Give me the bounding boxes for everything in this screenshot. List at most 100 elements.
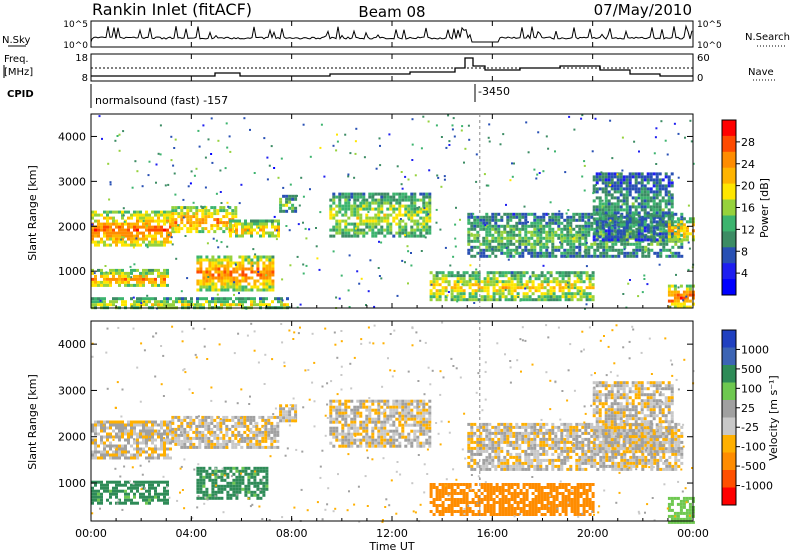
echo-cell-1-4 [211,484,215,488]
echo-cell-0-10 [658,232,662,236]
echo-cell-0-8 [486,286,490,290]
echo-speck-0 [99,299,102,302]
echo-cell-0-9 [578,212,582,216]
echo-cell-1-5 [401,408,405,412]
echo-cell-1-5 [389,438,393,442]
echo-cell-1-5 [335,420,339,424]
echo-cell-0-1 [180,209,184,213]
echo-cell-0-10 [670,196,674,200]
echo-speck-0 [211,161,214,164]
echo-cell-0-0 [142,216,145,220]
echo-cell-0-5 [211,261,215,265]
echo-cell-0-9 [668,254,672,258]
echo-cell-0-0 [142,231,145,235]
echo-cell-0-9 [587,230,591,234]
echo-cell-0-7 [389,204,393,208]
echo-cell-0-10 [604,211,608,215]
echo-cell-0-7 [359,222,363,226]
echo-cell-0-5 [214,270,218,274]
echo-cell-0-8 [519,286,523,290]
echo-cell-1-4 [244,472,248,476]
echo-cell-0-7 [329,213,333,217]
echo-cell-0-2 [232,219,235,223]
echo-cell-0-9 [497,218,501,222]
echo-speck-0 [182,198,185,201]
echo-speck-0 [623,248,626,251]
echo-cell-1-5 [404,423,408,427]
echo-speck-0 [270,145,273,148]
echo-cell-0-10 [649,208,653,212]
echo-cell-0-0 [139,237,142,241]
echo-cell-0-8 [435,277,439,281]
echo-cell-0-7 [404,192,408,196]
echo-cell-0-5 [235,285,239,289]
echo-cell-0-6 [286,297,289,301]
echo-cell-0-9 [572,239,576,243]
echo-cell-1-2 [294,407,298,411]
echo-cell-0-6 [277,300,280,304]
echo-cell-1-1 [177,439,181,443]
echo-cell-0-12 [679,229,683,233]
echo-cell-0-10 [643,226,647,230]
echo-cell-1-1 [264,430,268,434]
echo-cell-0-9 [674,251,678,255]
echo-cell-1-1 [240,436,244,440]
echo-cell-0-9 [500,248,504,252]
echo-cell-0-9 [530,233,534,237]
echo-cell-0-6 [238,297,241,301]
echo-cell-1-1 [180,439,184,443]
power-ylabel: Slant Range [km] [26,165,39,261]
echo-cell-1-0 [136,432,139,436]
echo-cell-0-8 [522,298,526,302]
echo-cell-1-0 [148,426,151,430]
echo-cell-0-9 [599,254,603,258]
echo-cell-0-11 [667,290,671,294]
echo-cell-1-4 [244,469,248,473]
echo-speck-0 [411,159,414,161]
echo-cell-0-9 [635,254,639,258]
echo-cell-1-0 [139,447,142,451]
echo-cell-1-1 [255,439,259,443]
echo-cell-1-4 [250,481,254,485]
echo-cell-1-5 [410,411,414,415]
echo-cell-0-5 [265,288,269,292]
echo-cell-0-0 [130,240,133,244]
echo-cell-0-10 [631,235,635,239]
echo-cell-0-0 [160,225,163,229]
echo-cell-0-9 [521,224,525,228]
echo-cell-0-6 [115,300,118,304]
echo-cell-0-5 [232,267,236,271]
echo-cell-0-5 [247,258,251,262]
echo-cell-1-1 [261,436,265,440]
echo-cell-0-9 [599,230,603,234]
echo-cell-0-8 [573,283,577,287]
echo-cell-0-7 [371,192,375,196]
echo-cell-0-7 [368,201,372,205]
echo-cell-0-7 [419,216,423,220]
echo-speck-0 [454,237,457,240]
echo-cell-0-7 [362,192,366,196]
echo-cell-0-7 [392,192,396,196]
echo-cell-0-1 [219,227,223,231]
echo-cell-1-0 [127,429,130,433]
echo-cell-0-8 [513,271,517,275]
echo-cell-0-10 [595,217,599,221]
echo-cell-0-8 [465,283,469,287]
echo-cell-1-5 [329,399,333,403]
echo-cell-0-10 [649,220,653,224]
echo-speck-0 [547,246,550,249]
echo-cell-0-5 [223,264,227,268]
echo-cell-1-5 [398,444,402,448]
echo-cell-0-8 [453,280,457,284]
echo-cell-1-0 [118,456,121,460]
echo-cell-1-3 [133,501,136,505]
echo-cell-0-9 [611,248,615,252]
echo-cell-1-3 [148,483,151,487]
echo-cell-0-1 [225,215,229,219]
echo-speck-0 [120,238,123,241]
echo-cell-0-2 [238,219,241,223]
echo-cell-0-8 [471,295,475,299]
echo-cell-1-1 [246,436,250,440]
echo-cell-0-5 [223,267,227,271]
echo-cell-0-7 [344,201,348,205]
